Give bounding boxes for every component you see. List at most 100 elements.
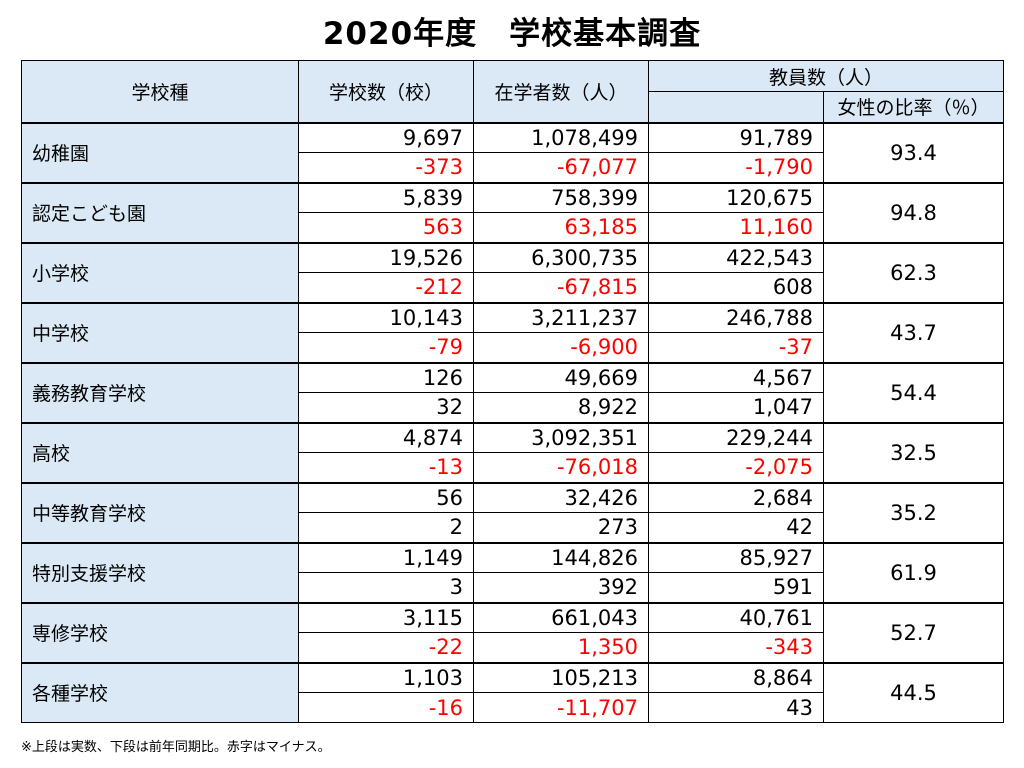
table-row: 中等教育学校 56 32,426 2,684 35.2 bbox=[21, 481, 1005, 543]
female-ratio-value: 44.5 bbox=[822, 661, 1005, 723]
schools-value: 3,115 bbox=[298, 601, 474, 633]
teachers-value: 246,788 bbox=[648, 301, 824, 333]
school-survey-table: 学校種 学校数（校） 在学者数（人） 教員数（人） 女性の比率（％） 幼稚園 9,… bbox=[21, 60, 1005, 723]
schools-diff-value: 32 bbox=[298, 392, 474, 423]
students-diff-value: 1,350 bbox=[473, 632, 649, 663]
table-row: 認定こども園 5,839 758,399 120,675 94.8 bbox=[21, 181, 1005, 243]
students-value: 661,043 bbox=[473, 601, 649, 633]
schools-diff-value: -373 bbox=[298, 152, 474, 183]
schools-value: 19,526 bbox=[298, 241, 474, 273]
female-ratio-value: 32.5 bbox=[822, 421, 1005, 483]
header-teacher-count: 教員数（人） bbox=[647, 60, 1005, 92]
table-row-diff: -13 -76,018 -2,075 bbox=[22, 452, 1004, 483]
table-row: 高校 4,874 3,092,351 229,244 32.5 bbox=[21, 421, 1005, 483]
teachers-value: 4,567 bbox=[648, 361, 824, 393]
table-row: 幼稚園 9,697 1,078,499 91,789 93.4 bbox=[21, 121, 1005, 183]
students-value: 105,213 bbox=[473, 661, 649, 693]
teachers-diff-value: 591 bbox=[648, 572, 824, 603]
table-row-diff: -79 -6,900 -37 bbox=[22, 332, 1004, 363]
table-row-diff: -22 1,350 -343 bbox=[22, 632, 1004, 663]
students-value: 3,211,237 bbox=[473, 301, 649, 333]
footnote: ※上段は実数、下段は前年同期比。赤字はマイナス。 bbox=[21, 740, 331, 755]
teachers-value: 229,244 bbox=[648, 421, 824, 453]
table-row-diff: 3 392 591 bbox=[22, 572, 1004, 603]
female-ratio-value: 43.7 bbox=[822, 301, 1005, 363]
header-school-type: 学校種 bbox=[21, 60, 299, 123]
table-row-diff: 2 273 42 bbox=[22, 512, 1004, 543]
school-type-label: 各種学校 bbox=[21, 661, 299, 723]
schools-value: 1,103 bbox=[298, 661, 474, 693]
table-row-diff: -16 -11,707 43 bbox=[22, 692, 1004, 723]
students-value: 32,426 bbox=[473, 481, 649, 513]
table-row: 特別支援学校 1,149 144,826 85,927 61.9 bbox=[21, 541, 1005, 603]
teachers-diff-value: -343 bbox=[648, 632, 824, 663]
school-type-label: 義務教育学校 bbox=[21, 361, 299, 423]
table-row: 小学校 19,526 6,300,735 422,543 62.3 bbox=[21, 241, 1005, 303]
schools-value: 9,697 bbox=[298, 121, 474, 153]
school-type-label: 幼稚園 bbox=[21, 121, 299, 183]
students-diff-value: -67,815 bbox=[473, 272, 649, 303]
female-ratio-value: 94.8 bbox=[822, 181, 1005, 243]
students-diff-value: 273 bbox=[473, 512, 649, 543]
table-row: 専修学校 3,115 661,043 40,761 52.7 bbox=[21, 601, 1005, 663]
schools-value: 56 bbox=[298, 481, 474, 513]
female-ratio-value: 62.3 bbox=[822, 241, 1005, 303]
teachers-value: 2,684 bbox=[648, 481, 824, 513]
teachers-value: 422,543 bbox=[648, 241, 824, 273]
schools-diff-value: -16 bbox=[298, 692, 474, 723]
schools-diff-value: -212 bbox=[298, 272, 474, 303]
students-value: 1,078,499 bbox=[473, 121, 649, 153]
female-ratio-value: 54.4 bbox=[822, 361, 1005, 423]
school-type-label: 小学校 bbox=[21, 241, 299, 303]
header-school-count: 学校数（校） bbox=[298, 60, 474, 123]
teachers-diff-value: 11,160 bbox=[648, 212, 824, 243]
teachers-value: 40,761 bbox=[648, 601, 824, 633]
students-value: 144,826 bbox=[473, 541, 649, 573]
teachers-value: 120,675 bbox=[648, 181, 824, 213]
teachers-value: 8,864 bbox=[648, 661, 824, 693]
schools-diff-value: 3 bbox=[298, 572, 474, 603]
schools-value: 4,874 bbox=[298, 421, 474, 453]
students-diff-value: -67,077 bbox=[473, 152, 649, 183]
table-row-diff: -373 -67,077 -1,790 bbox=[22, 152, 1004, 183]
schools-diff-value: 2 bbox=[298, 512, 474, 543]
page-title: 2020年度 学校基本調査 bbox=[322, 16, 702, 52]
teachers-diff-value: 608 bbox=[648, 272, 824, 303]
teachers-diff-value: -2,075 bbox=[648, 452, 824, 483]
teachers-diff-value: -37 bbox=[648, 332, 824, 363]
school-type-label: 高校 bbox=[21, 421, 299, 483]
students-diff-value: 8,922 bbox=[473, 392, 649, 423]
teachers-diff-value: 43 bbox=[648, 692, 824, 723]
students-diff-value: -11,707 bbox=[473, 692, 649, 723]
school-type-label: 認定こども園 bbox=[21, 181, 299, 243]
table-row-diff: 32 8,922 1,047 bbox=[22, 392, 1004, 423]
female-ratio-value: 35.2 bbox=[822, 481, 1005, 543]
school-type-label: 特別支援学校 bbox=[21, 541, 299, 603]
school-type-label: 専修学校 bbox=[21, 601, 299, 663]
teachers-value: 85,927 bbox=[648, 541, 824, 573]
schools-value: 5,839 bbox=[298, 181, 474, 213]
students-diff-value: -76,018 bbox=[473, 452, 649, 483]
schools-diff-value: -79 bbox=[298, 332, 474, 363]
teachers-diff-value: 1,047 bbox=[648, 392, 824, 423]
header-student-count: 在学者数（人） bbox=[473, 60, 649, 123]
students-diff-value: 392 bbox=[473, 572, 649, 603]
schools-value: 1,149 bbox=[298, 541, 474, 573]
students-diff-value: 63,185 bbox=[473, 212, 649, 243]
schools-value: 126 bbox=[298, 361, 474, 393]
table-row: 各種学校 1,103 105,213 8,864 44.5 bbox=[21, 661, 1005, 723]
students-diff-value: -6,900 bbox=[473, 332, 649, 363]
school-type-label: 中学校 bbox=[21, 301, 299, 363]
schools-value: 10,143 bbox=[298, 301, 474, 333]
teachers-diff-value: 42 bbox=[648, 512, 824, 543]
female-ratio-value: 93.4 bbox=[822, 121, 1005, 183]
female-ratio-value: 52.7 bbox=[822, 601, 1005, 663]
schools-diff-value: 563 bbox=[298, 212, 474, 243]
students-value: 6,300,735 bbox=[473, 241, 649, 273]
schools-diff-value: -22 bbox=[298, 632, 474, 663]
schools-diff-value: -13 bbox=[298, 452, 474, 483]
table-row: 義務教育学校 126 49,669 4,567 54.4 bbox=[21, 361, 1005, 423]
teachers-value: 91,789 bbox=[648, 121, 824, 153]
students-value: 49,669 bbox=[473, 361, 649, 393]
students-value: 758,399 bbox=[473, 181, 649, 213]
